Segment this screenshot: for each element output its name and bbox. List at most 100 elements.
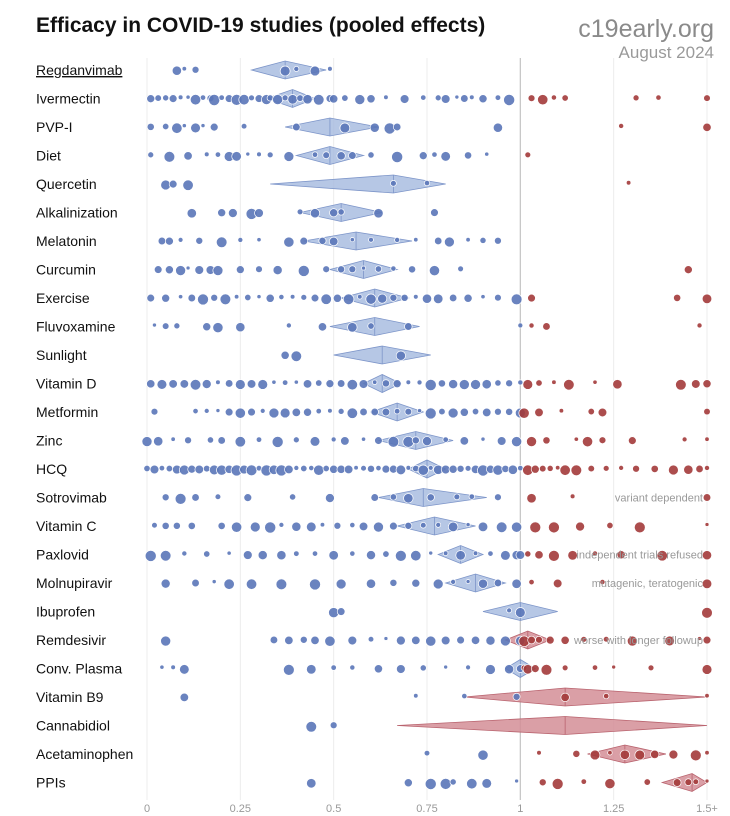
study-point[interactable] <box>431 209 439 217</box>
study-point[interactable] <box>228 209 237 218</box>
study-point[interactable] <box>703 380 711 388</box>
study-point[interactable] <box>705 779 709 783</box>
study-point[interactable] <box>191 123 201 133</box>
study-point[interactable] <box>425 408 436 419</box>
study-point[interactable] <box>294 465 299 470</box>
study-point[interactable] <box>449 294 456 301</box>
study-point[interactable] <box>272 436 283 447</box>
study-point[interactable] <box>651 750 659 758</box>
study-point[interactable] <box>553 579 562 588</box>
study-point[interactable] <box>466 665 471 670</box>
study-point[interactable] <box>325 494 334 503</box>
study-point[interactable] <box>350 237 354 241</box>
study-point[interactable] <box>186 95 190 99</box>
study-point[interactable] <box>705 693 710 698</box>
study-point[interactable] <box>306 522 316 532</box>
study-point[interactable] <box>619 465 624 470</box>
study-point[interactable] <box>250 522 260 532</box>
study-point[interactable] <box>443 551 448 556</box>
study-point[interactable] <box>561 693 569 701</box>
study-point[interactable] <box>283 664 294 675</box>
study-point[interactable] <box>518 380 523 385</box>
study-point[interactable] <box>270 636 278 644</box>
study-point[interactable] <box>328 408 333 413</box>
study-point[interactable] <box>535 551 543 559</box>
study-point[interactable] <box>668 465 678 475</box>
study-point[interactable] <box>161 579 170 588</box>
study-point[interactable] <box>361 266 365 270</box>
study-point[interactable] <box>210 123 218 131</box>
study-point[interactable] <box>444 237 454 247</box>
study-point[interactable] <box>481 437 485 441</box>
study-point[interactable] <box>523 380 533 390</box>
study-point[interactable] <box>293 437 299 443</box>
study-point[interactable] <box>256 437 262 443</box>
study-point[interactable] <box>488 551 493 556</box>
study-point[interactable] <box>285 465 294 474</box>
study-point[interactable] <box>535 408 544 417</box>
study-point[interactable] <box>284 152 294 162</box>
study-point[interactable] <box>350 522 355 527</box>
study-point[interactable] <box>395 550 406 561</box>
study-point[interactable] <box>651 465 658 472</box>
study-point[interactable] <box>241 123 247 129</box>
study-point[interactable] <box>472 408 478 414</box>
study-point[interactable] <box>307 779 317 789</box>
study-point[interactable] <box>433 294 443 304</box>
study-point[interactable] <box>462 693 467 698</box>
study-point[interactable] <box>581 779 587 785</box>
study-point[interactable] <box>560 465 570 475</box>
study-point[interactable] <box>603 693 608 698</box>
study-point[interactable] <box>334 522 341 529</box>
study-point[interactable] <box>466 579 470 583</box>
study-point[interactable] <box>175 493 186 504</box>
study-point[interactable] <box>511 294 522 305</box>
study-point[interactable] <box>426 636 436 646</box>
study-point[interactable] <box>693 779 699 785</box>
study-point[interactable] <box>169 380 178 389</box>
study-point[interactable] <box>633 465 640 472</box>
study-point[interactable] <box>429 265 439 275</box>
study-point[interactable] <box>158 237 166 245</box>
study-point[interactable] <box>375 437 383 445</box>
study-point[interactable] <box>512 579 521 588</box>
study-point[interactable] <box>607 522 613 528</box>
study-point[interactable] <box>154 437 163 446</box>
study-point[interactable] <box>478 522 488 532</box>
study-point[interactable] <box>531 465 539 473</box>
study-point[interactable] <box>511 436 521 446</box>
study-point[interactable] <box>367 95 375 103</box>
study-point[interactable] <box>464 152 471 159</box>
study-point[interactable] <box>171 665 176 670</box>
study-point[interactable] <box>309 579 320 590</box>
study-point[interactable] <box>425 778 436 789</box>
study-point[interactable] <box>424 180 429 185</box>
study-point[interactable] <box>279 522 284 527</box>
study-point[interactable] <box>555 465 560 470</box>
study-point[interactable] <box>428 465 433 470</box>
study-point[interactable] <box>323 152 330 159</box>
study-point[interactable] <box>292 408 300 416</box>
study-point[interactable] <box>330 722 337 729</box>
study-point[interactable] <box>313 94 324 105</box>
study-point[interactable] <box>298 265 309 276</box>
study-point[interactable] <box>294 551 300 557</box>
study-point[interactable] <box>147 380 155 388</box>
study-point[interactable] <box>676 379 687 390</box>
study-point[interactable] <box>311 636 319 644</box>
study-point[interactable] <box>347 408 358 419</box>
study-point[interactable] <box>432 152 437 157</box>
study-point[interactable] <box>619 123 624 128</box>
study-point[interactable] <box>448 522 458 532</box>
study-point[interactable] <box>411 550 421 560</box>
study-point[interactable] <box>192 579 200 587</box>
study-point[interactable] <box>421 95 426 100</box>
study-point[interactable] <box>340 123 350 133</box>
study-point[interactable] <box>349 266 356 273</box>
study-point[interactable] <box>425 379 436 390</box>
study-point[interactable] <box>348 323 358 333</box>
study-point[interactable] <box>673 294 680 301</box>
study-point[interactable] <box>705 750 710 755</box>
study-point[interactable] <box>219 95 225 101</box>
study-point[interactable] <box>301 465 307 471</box>
